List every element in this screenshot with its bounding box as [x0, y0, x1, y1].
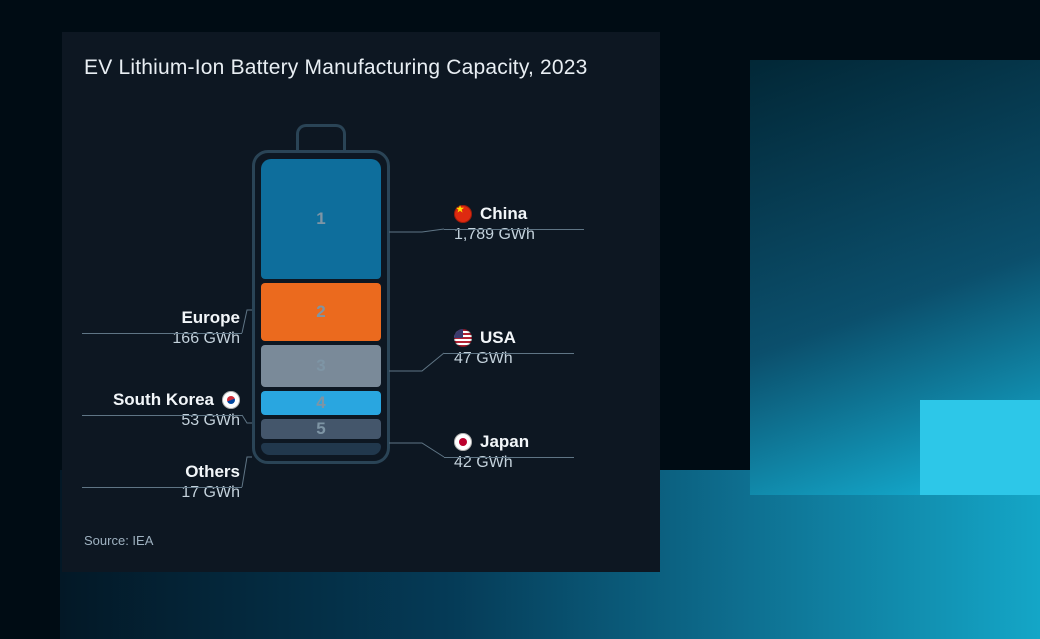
callout-europe: Europe166 GWh [172, 308, 240, 348]
chart-card: EV Lithium-Ion Battery Manufacturing Cap… [62, 32, 660, 572]
battery-segment-3: 3 [261, 345, 381, 387]
callout-underline [444, 229, 584, 230]
callout-label: Europe [181, 308, 240, 328]
callout-china: China1,789 GWh [454, 204, 535, 244]
callout-others: Others17 GWh [181, 462, 240, 502]
kr-flag-icon [222, 391, 240, 409]
callout-label: South Korea [113, 390, 214, 410]
battery-cap [296, 124, 346, 150]
battery-segment-1: 1 [261, 159, 381, 279]
battery-segment-5: 5 [261, 419, 381, 439]
callout-label: Others [185, 462, 240, 482]
callout-underline [444, 353, 574, 354]
callout-japan: Japan42 GWh [454, 432, 529, 472]
callout-label: China [480, 204, 527, 224]
bg-right-notch [920, 400, 1040, 495]
callout-south-korea: South Korea53 GWh [113, 390, 240, 430]
chart-title: EV Lithium-Ion Battery Manufacturing Cap… [84, 56, 588, 80]
battery-segment-2: 2 [261, 283, 381, 341]
us-flag-icon [454, 329, 472, 347]
callout-label: USA [480, 328, 516, 348]
callout-usa: USA47 GWh [454, 328, 516, 368]
callout-underline [82, 487, 242, 488]
jp-flag-icon [454, 433, 472, 451]
chart-source: Source: IEA [84, 533, 153, 548]
cn-flag-icon [454, 205, 472, 223]
battery-segment-4: 4 [261, 391, 381, 415]
callout-underline [444, 457, 574, 458]
callout-underline [82, 415, 242, 416]
battery-body: 123 4 5 [252, 150, 390, 464]
battery-graphic: 123 4 5 [252, 124, 390, 464]
callout-underline [82, 333, 242, 334]
callout-label: Japan [480, 432, 529, 452]
battery-segment-6 [261, 443, 381, 455]
